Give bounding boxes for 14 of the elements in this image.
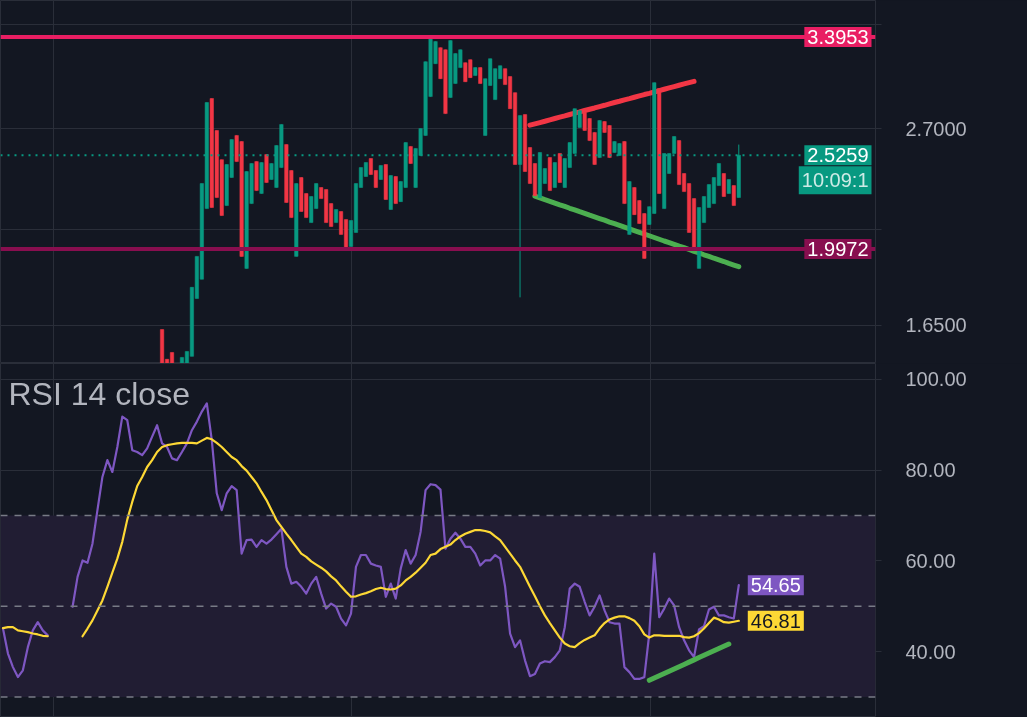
data-label: 46.81 [750, 609, 801, 632]
ref-line-label: 1.9972 [807, 238, 869, 261]
chart-title: RSI 14 close [8, 375, 190, 412]
y-tick-label: 80.00 [905, 459, 956, 482]
ref-line-label: 2.5259 10:09:1 [801, 144, 869, 192]
data-label: 54.65 [750, 574, 801, 597]
candlestick [731, 185, 736, 207]
candlestick [721, 173, 726, 198]
ref-line-label: 3.3953 [807, 26, 869, 48]
y-tick-label: 1.6500 [905, 314, 967, 337]
y-tick-label: 100.00 [905, 368, 967, 391]
y-tick-label: 2.7000 [905, 117, 967, 140]
y-tick-label: 60.00 [905, 549, 956, 572]
y-tick-label: 40.00 [905, 640, 956, 663]
